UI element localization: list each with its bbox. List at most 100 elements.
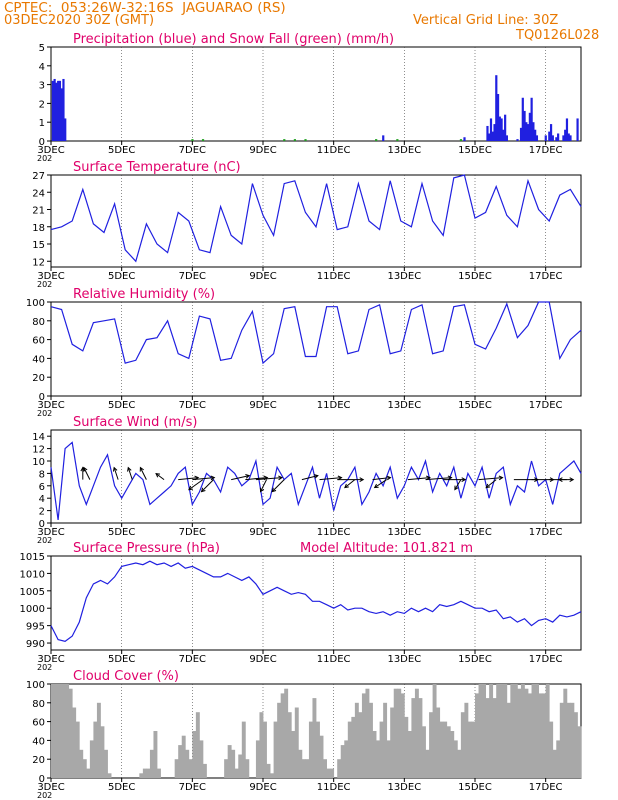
cloud-bar: [407, 731, 412, 778]
precip-bar: [530, 97, 533, 141]
y-tick-label: 100: [26, 298, 45, 309]
plot-frame: [50, 429, 582, 524]
cloud-bar: [79, 749, 84, 778]
x-tick-label: 11DEC: [317, 400, 351, 411]
wind-arrow: [319, 477, 342, 481]
wind-arrow-head: [386, 475, 392, 481]
cloud-bar: [549, 721, 554, 778]
y-tick-label: 0: [39, 137, 45, 148]
x-tick-label: 9DEC: [249, 654, 276, 665]
cloud-bar: [89, 740, 94, 778]
plot-frame: [50, 555, 582, 651]
cloud-bar: [478, 684, 483, 778]
x-tick-label: 3DEC: [37, 400, 64, 411]
header-run-time: 03DEC2020 30Z (GMT): [4, 13, 155, 28]
wind-arrow: [344, 479, 356, 488]
plot-frame: [50, 174, 582, 268]
cloud-bar: [361, 693, 366, 778]
precip-bar: [62, 78, 65, 141]
precip-bar: [519, 127, 523, 141]
cloud-bar: [277, 702, 282, 778]
wind-arrow-head: [447, 475, 453, 481]
x-tick-label: 13DEC: [387, 400, 421, 411]
cloud-bar: [149, 749, 154, 778]
panel-5: 0 20 40 60 80 100 3DEC 5DEC 7DEC 9DEC 11DEC 13DEC 15…: [26, 669, 582, 800]
wind-arrow: [407, 477, 430, 481]
cloud-bar: [340, 745, 345, 778]
wind-arrow: [231, 475, 250, 481]
x-tick-label: 17DEC: [529, 271, 563, 282]
cloud-bar: [467, 721, 472, 778]
year-stub: 202: [37, 536, 52, 545]
x-tick-label: 17DEC: [529, 145, 563, 156]
cloud-bar: [443, 721, 448, 778]
cloud-bar: [266, 763, 271, 778]
header-grid-note: Vertical Grid Line: 30Z: [413, 13, 559, 28]
precip-bar: [551, 135, 554, 141]
precip-bar: [504, 114, 507, 141]
wind-arrow: [374, 479, 387, 489]
cloud-bar: [146, 768, 151, 778]
precip-bar: [493, 124, 496, 141]
wind-arrow-head: [278, 475, 283, 481]
cloud-bar: [326, 768, 331, 778]
precip-bar: [491, 131, 494, 141]
x-tick-label: 15DEC: [458, 145, 492, 156]
x-tick-label: 11DEC: [317, 782, 351, 793]
cloud-bar: [397, 688, 402, 778]
cloud-bar: [485, 698, 490, 778]
precip-bar: [527, 124, 530, 141]
cloud-bar: [439, 721, 444, 778]
precip-bar: [382, 135, 385, 141]
cloud-bar: [450, 731, 455, 778]
wind-arrow-head: [112, 466, 118, 472]
x-tick-label: 15DEC: [458, 527, 492, 538]
y-tick-label: 990: [26, 639, 45, 650]
panel-annotation: Model Altitude: 101.821 m: [300, 541, 473, 556]
y-tick-label: 80: [32, 699, 45, 710]
cloud-bar: [255, 740, 260, 778]
cloud-bar: [65, 684, 70, 778]
x-tick-label: 15DEC: [458, 654, 492, 665]
x-tick-label: 9DEC: [249, 527, 276, 538]
cloud-bar: [61, 684, 66, 778]
x-tick-label: 7DEC: [179, 400, 206, 411]
cloud-bar: [538, 693, 543, 778]
y-tick-label: 27: [32, 171, 45, 182]
y-tick-label: 2: [39, 507, 45, 518]
cloud-bar: [524, 688, 529, 778]
cloud-bar: [234, 768, 239, 778]
y-tick-label: 15: [32, 240, 45, 251]
y-tick-label: 60: [32, 718, 45, 729]
header-station: CPTEC: 053:26W-32:16S JAGUARAO (RS): [4, 0, 286, 16]
wind-arrow-head: [359, 477, 365, 482]
precip-bar: [459, 139, 463, 141]
cloud-bar: [460, 712, 465, 778]
cloud-bar: [354, 702, 359, 778]
y-tick-label: 6: [39, 482, 45, 493]
x-tick-label: 15DEC: [458, 400, 492, 411]
year-stub: 202: [37, 280, 52, 289]
x-tick-label: 13DEC: [387, 782, 421, 793]
x-tick-label: 7DEC: [179, 654, 206, 665]
cloud-bar: [72, 707, 77, 778]
wind-arrow-head: [188, 485, 193, 491]
precip-bar: [58, 80, 62, 141]
cloud-bar: [453, 740, 458, 778]
cloud-bar: [319, 735, 324, 778]
wind-arrow: [425, 477, 452, 481]
precip-bar: [500, 118, 503, 141]
cloud-bar: [464, 702, 469, 778]
x-tick-label: 9DEC: [249, 400, 276, 411]
cloud-bar: [238, 754, 243, 778]
x-tick-label: 5DEC: [108, 527, 135, 538]
y-tick-label: 100: [26, 680, 45, 691]
cloud-bar: [404, 716, 409, 778]
cloud-bar: [330, 768, 335, 778]
cloud-bar: [305, 759, 310, 778]
cloud-bar: [510, 684, 515, 778]
x-tick-label: 17DEC: [529, 527, 563, 538]
x-tick-label: 17DEC: [529, 782, 563, 793]
wind-arrow-head: [569, 477, 575, 482]
cloud-bar: [323, 759, 327, 778]
